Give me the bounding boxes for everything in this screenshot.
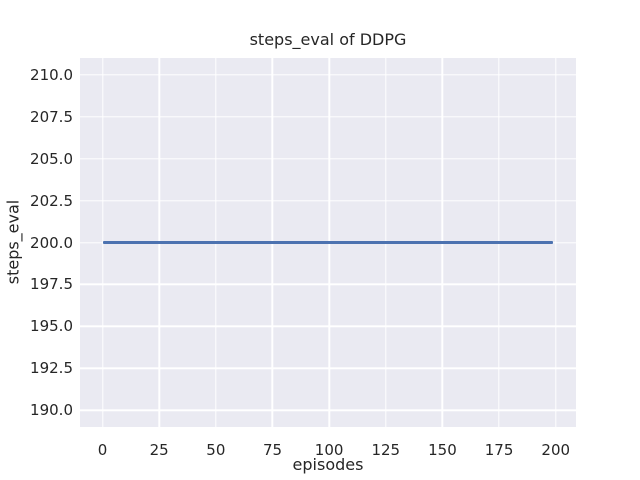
y-tick-label: 200.0 (30, 233, 73, 252)
y-tick-label: 205.0 (30, 149, 73, 168)
y-tick-label: 210.0 (30, 65, 73, 84)
gridline-horizontal (80, 367, 576, 369)
x-tick-label: 0 (97, 441, 108, 459)
x-tick-label: 125 (371, 441, 401, 459)
gridline-horizontal (80, 409, 576, 411)
x-tick-label: 25 (149, 441, 169, 459)
x-tick-label: 200 (541, 441, 571, 459)
chart-title: steps_eval of DDPG (249, 30, 407, 49)
y-tick-label: 195.0 (30, 317, 73, 336)
y-tick-label: 197.5 (30, 275, 73, 294)
x-tick-label: 50 (206, 441, 226, 459)
gridline-horizontal (80, 283, 576, 286)
y-tick-label: 202.5 (30, 191, 73, 210)
x-tick-label: 100 (314, 441, 344, 459)
y-tick-label: 192.5 (30, 359, 73, 378)
x-tick-label: 75 (262, 441, 283, 459)
gridline-horizontal (80, 157, 576, 160)
gridline-horizontal (80, 116, 576, 118)
gridline-horizontal (80, 199, 576, 202)
y-tick-label: 190.0 (30, 401, 73, 420)
x-axis-label: episodes (292, 455, 364, 474)
x-tick-label: 175 (484, 441, 514, 459)
gridline-horizontal (80, 74, 576, 76)
gridline-horizontal (80, 325, 576, 328)
x-tick-label: 150 (428, 441, 457, 459)
data-line-ddpg (102, 241, 554, 244)
y-tick-label: 207.5 (30, 107, 73, 126)
